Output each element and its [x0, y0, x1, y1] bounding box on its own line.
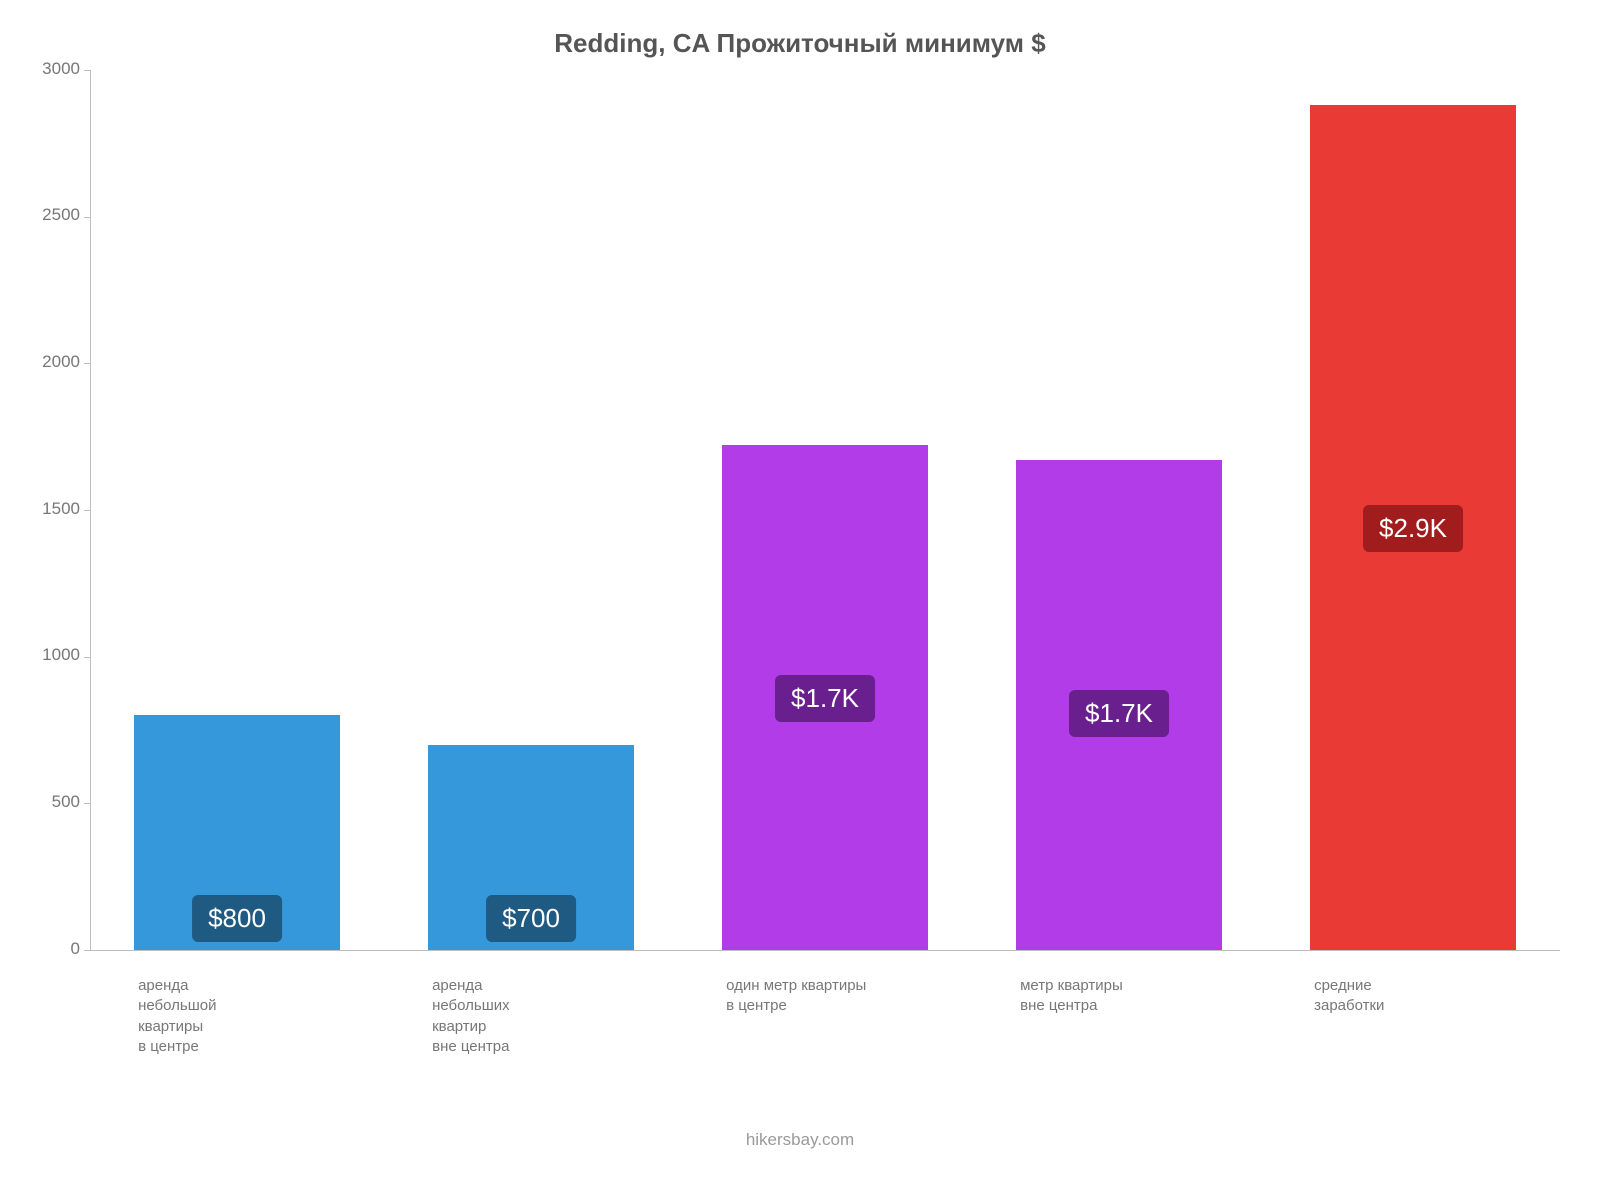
y-tick-label: 1500	[20, 499, 80, 519]
value-badge: $700	[486, 895, 576, 942]
chart-footer: hikersbay.com	[0, 1130, 1600, 1150]
value-badge: $1.7K	[775, 675, 875, 722]
y-tick-label: 3000	[20, 59, 80, 79]
chart-container: Redding, CA Прожиточный минимум $ 050010…	[0, 0, 1600, 1200]
y-tick	[84, 950, 90, 951]
y-tick	[84, 803, 90, 804]
y-tick	[84, 70, 90, 71]
x-axis-label: аренда небольшой квартиры в центре	[138, 976, 216, 1057]
y-tick-label: 500	[20, 792, 80, 812]
y-tick-label: 2000	[20, 352, 80, 372]
y-axis-line	[90, 70, 91, 950]
plot-area: 050010001500200025003000$800аренда небол…	[90, 70, 1560, 950]
y-tick-label: 2500	[20, 205, 80, 225]
x-axis-label: средние заработки	[1314, 976, 1384, 1017]
y-tick-label: 1000	[20, 645, 80, 665]
value-badge: $1.7K	[1069, 690, 1169, 737]
y-tick	[84, 510, 90, 511]
x-axis-label: один метр квартиры в центре	[726, 976, 866, 1017]
y-tick-label: 0	[20, 939, 80, 959]
x-axis-line	[90, 950, 1560, 951]
value-badge: $800	[192, 895, 282, 942]
y-tick	[84, 657, 90, 658]
x-axis-label: аренда небольших квартир вне центра	[432, 976, 510, 1057]
value-badge: $2.9K	[1363, 505, 1463, 552]
x-axis-label: метр квартиры вне центра	[1020, 976, 1123, 1017]
chart-title: Redding, CA Прожиточный минимум $	[0, 28, 1600, 59]
y-tick	[84, 217, 90, 218]
y-tick	[84, 363, 90, 364]
